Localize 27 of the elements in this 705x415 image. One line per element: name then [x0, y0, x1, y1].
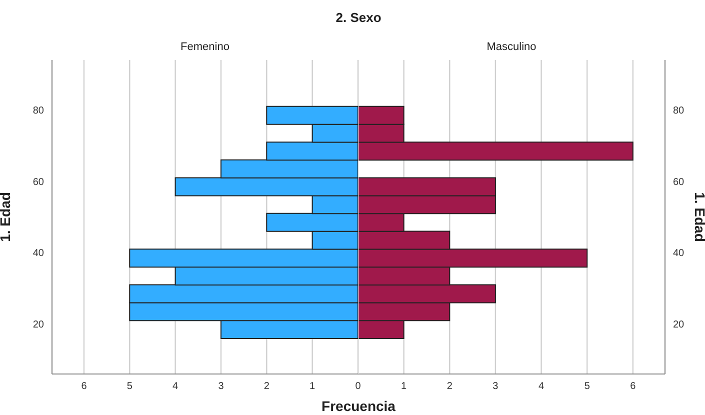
y-axis-title: 1. Edad [0, 192, 13, 242]
x-tick-label: 1 [401, 381, 408, 392]
y-tick-label: 40 [32, 248, 44, 260]
x-tick-label: 2 [264, 381, 270, 392]
x-tick-label: 0 [355, 381, 362, 392]
x-tick-label: 1 [310, 381, 316, 392]
y-axis-title: 1. Edad [692, 192, 705, 242]
x-tick-label: 5 [126, 381, 133, 392]
x-tick-label: 3 [218, 381, 224, 392]
x-axis-title: Frecuencia [320, 398, 396, 414]
y-tick-label: 60 [32, 176, 44, 188]
y-tick-label: 80 [673, 106, 685, 117]
x-tick-label: 3 [492, 381, 499, 392]
text: Femenino [180, 40, 230, 55]
text: Masculino [486, 40, 538, 55]
y-tick-label: 80 [32, 106, 44, 117]
x-tick-label: 6 [630, 381, 636, 392]
x-tick-label: 4 [538, 381, 544, 392]
y-tick-label: 20 [673, 320, 685, 331]
chart-title: 2. Sexo [334, 10, 382, 25]
x-tick-label: 5 [584, 381, 590, 392]
x-tick-label: 6 [81, 381, 88, 392]
y-tick-label: 60 [673, 176, 685, 188]
y-tick-label: 40 [673, 248, 685, 260]
y-tick-label: 20 [32, 320, 44, 331]
x-tick-label: 2 [446, 381, 453, 392]
x-tick-label: 4 [172, 381, 179, 392]
